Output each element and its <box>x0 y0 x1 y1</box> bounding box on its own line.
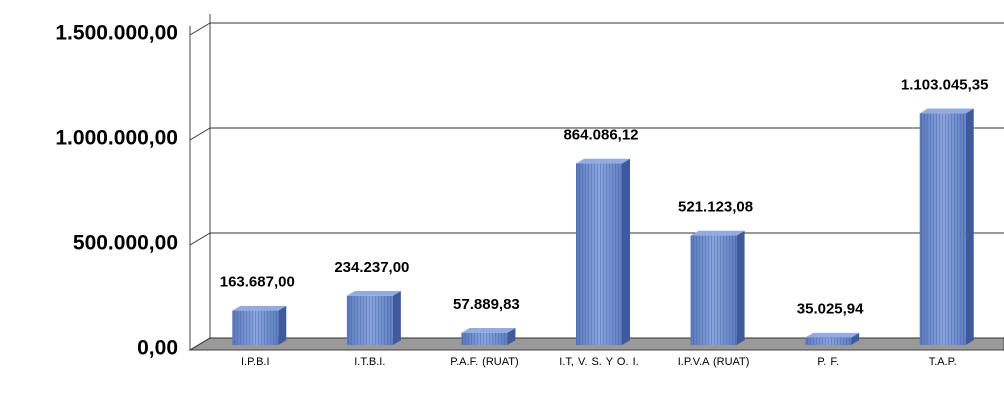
data-label: 35.025,94 <box>797 301 864 318</box>
x-tick-label: I.T, V. S. Y O. I. <box>559 356 639 368</box>
y-tick-label: 1.000.000,00 <box>55 127 178 150</box>
bar-side <box>736 230 745 345</box>
bar-side <box>507 328 516 345</box>
bar-side <box>851 332 860 345</box>
bar-top <box>346 291 401 296</box>
x-tick-label: T.A.P. <box>928 356 957 368</box>
data-label: 163.687,00 <box>220 274 295 291</box>
bar-top <box>690 230 745 236</box>
x-tick-label: I.P.B.I <box>241 356 270 368</box>
bar-stripes <box>461 332 508 345</box>
bar-top <box>805 332 860 338</box>
bar-side <box>278 305 287 345</box>
bar-top <box>919 108 974 114</box>
bar-stripes <box>690 235 737 345</box>
bar-top <box>461 328 516 333</box>
data-label: 521.123,08 <box>678 199 753 216</box>
bar-stripes <box>232 310 279 345</box>
bar-top <box>576 158 630 164</box>
bar-side <box>622 158 630 345</box>
y-tick-label: 0,00 <box>137 337 178 360</box>
grid-diagonal <box>189 22 211 36</box>
data-label: 57.889,83 <box>453 296 520 313</box>
y-tick-label: 500.000,00 <box>73 232 178 255</box>
bar-side <box>965 108 974 345</box>
bar-stripes <box>919 113 966 345</box>
grid-diagonal <box>189 232 211 246</box>
data-label: 1.103.045,35 <box>901 76 989 93</box>
bar-stripes <box>576 163 622 345</box>
grid-diagonal <box>189 337 211 351</box>
bar-side <box>392 291 401 345</box>
bar-top <box>232 305 287 311</box>
grid-diagonal <box>189 127 211 141</box>
bar-stripes <box>805 337 852 345</box>
x-tick-label: P. F. <box>817 356 839 368</box>
y-tick-label: 1.500.000,00 <box>55 22 178 45</box>
data-label: 234.237,00 <box>334 259 409 276</box>
x-tick-label: P.A.F. (RUAT) <box>450 356 519 368</box>
bar-stripes <box>346 295 393 345</box>
data-label: 864.086,12 <box>563 127 638 144</box>
x-tick-label: I.P.V.A (RUAT) <box>677 356 750 368</box>
x-tick-label: I.T.B.I. <box>354 356 386 368</box>
